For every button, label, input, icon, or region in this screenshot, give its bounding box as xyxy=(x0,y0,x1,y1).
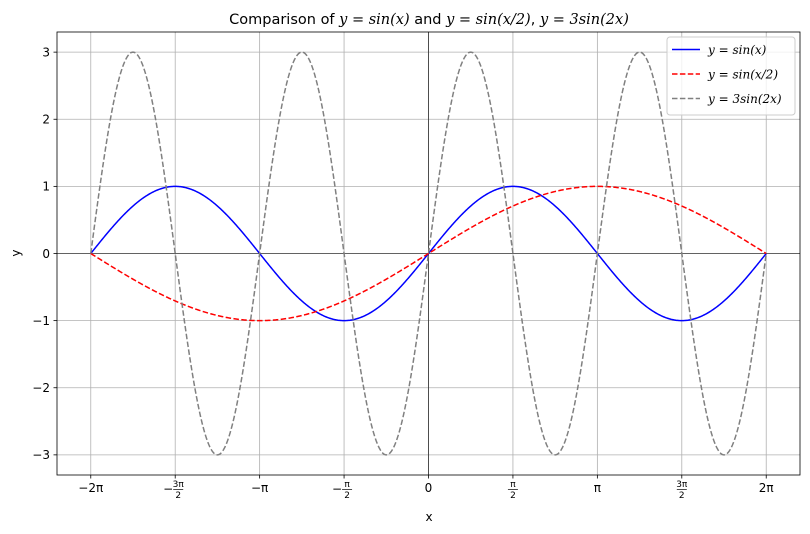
y-tick-label: 0 xyxy=(42,247,50,261)
title-eq-sin-x: y = sin(x) xyxy=(338,12,409,28)
y-axis-label: y xyxy=(9,249,23,256)
legend-label-2: y = sin(x/2) xyxy=(707,67,778,81)
x-tick-label-numerator: π xyxy=(344,480,350,490)
title-middle: and xyxy=(410,12,447,28)
title-separator: , xyxy=(531,12,540,28)
x-tick-label-denominator: 2 xyxy=(175,491,181,501)
x-tick-label-sign: − xyxy=(332,482,342,496)
x-tick-label-denominator: 2 xyxy=(510,491,516,501)
x-tick-label-denominator: 2 xyxy=(679,491,685,501)
x-tick-label: π xyxy=(594,481,601,495)
title-prefix: Comparison of xyxy=(229,12,339,28)
legend-label-3: y = 3sin(2x) xyxy=(707,92,782,106)
x-tick-label: −2π xyxy=(78,481,103,495)
chart-title: Comparison of y = sin(x) and y = sin(x/2… xyxy=(229,12,629,28)
x-tick-label: 0 xyxy=(425,481,433,495)
series-line-3 xyxy=(90,51,767,456)
series-lines xyxy=(90,51,767,456)
legend: y = sin(x) y = sin(x/2) y = 3sin(2x) xyxy=(666,36,796,116)
y-tick-label: −1 xyxy=(32,314,50,328)
x-tick-label: − π2 xyxy=(332,480,353,501)
x-tick-label-denominator: 2 xyxy=(344,491,350,501)
y-axis-ticks: −3 −2 −1 0 1 2 3 xyxy=(32,45,57,462)
x-tick-label: 3π2 xyxy=(676,480,688,501)
x-tick-label-numerator: 3π xyxy=(173,480,185,490)
legend-box xyxy=(666,36,796,116)
y-tick-label: 1 xyxy=(42,180,50,194)
x-tick-label: −π xyxy=(251,481,268,495)
x-tick-label: π2 xyxy=(507,480,518,501)
legend-label-1: y = sin(x) xyxy=(707,43,767,57)
title-eq-3sin-2x: y = 3sin(2x) xyxy=(539,12,629,28)
y-tick-label: 2 xyxy=(42,113,50,127)
series-line-2 xyxy=(90,185,767,322)
x-axis-label: x xyxy=(425,510,432,524)
x-tick-label: 2π xyxy=(759,481,774,495)
y-tick-label: −2 xyxy=(32,381,50,395)
y-tick-label: −3 xyxy=(32,448,50,462)
x-tick-label-numerator: 3π xyxy=(676,480,688,490)
y-tick-label: 3 xyxy=(42,45,50,59)
x-tick-label-sign: − xyxy=(163,482,173,496)
title-eq-sin-half-x: y = sin(x/2) xyxy=(445,12,531,28)
x-tick-label-numerator: π xyxy=(510,480,516,490)
x-tick-label: −3π2 xyxy=(163,480,184,501)
